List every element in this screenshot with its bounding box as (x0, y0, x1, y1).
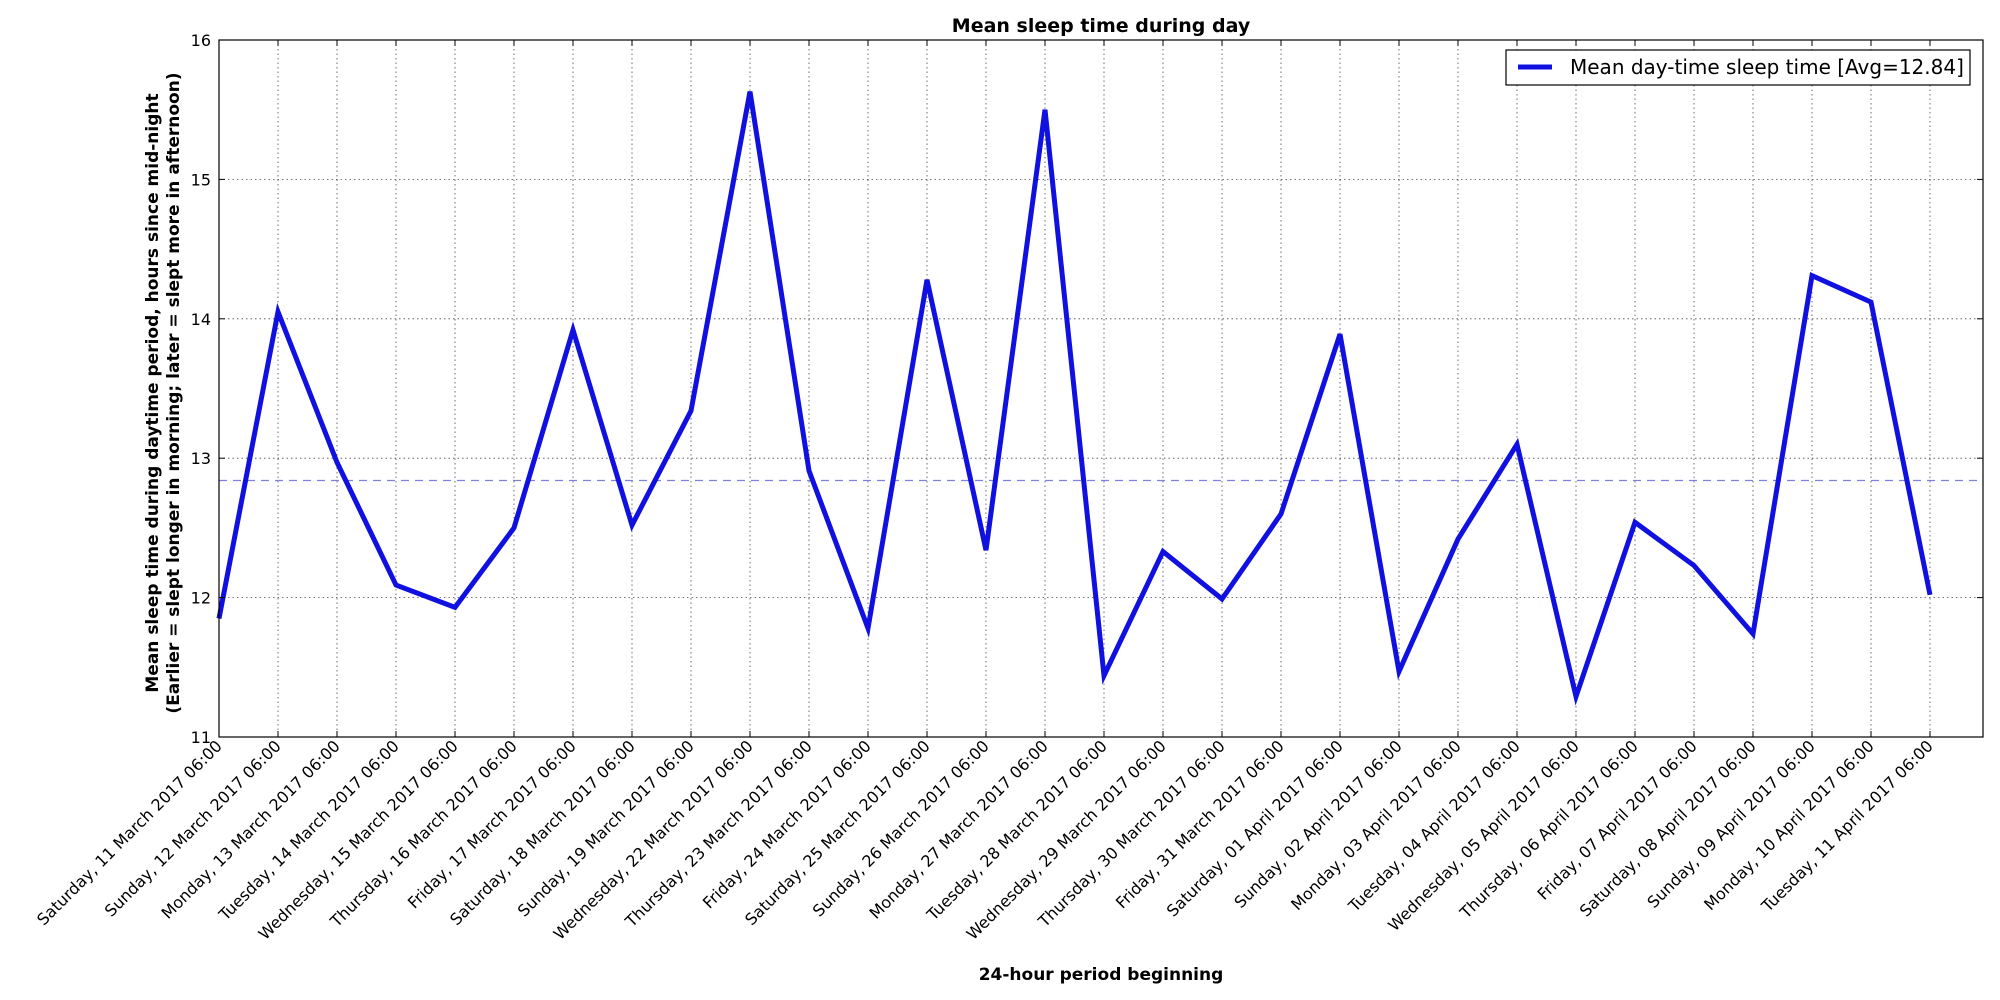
y-axis-label-line1: Mean sleep time during daytime period, h… (143, 93, 163, 692)
y-tick-label: 15 (191, 170, 211, 189)
legend-label: Mean day-time sleep time [Avg=12.84] (1570, 55, 1964, 79)
y-tick-label: 13 (191, 449, 211, 468)
y-tick-label: 16 (191, 31, 211, 50)
y-axis-label-line2: (Earlier = slept longer in morning; late… (164, 72, 184, 713)
y-tick-label: 14 (191, 310, 211, 329)
y-ticks: 11 12 13 14 15 16 (191, 31, 1983, 747)
series-line (216, 91, 1933, 706)
y-tick-label: 11 (191, 728, 211, 747)
y-tick-label: 12 (191, 589, 211, 608)
series-group (216, 91, 1933, 706)
legend-box (1505, 49, 1971, 86)
plot-frame (218, 39, 1984, 738)
x-axis-label: 24-hour period beginning (979, 965, 1224, 985)
y-axis-label: Mean sleep time during daytime period, h… (143, 72, 184, 713)
chart-title: Mean sleep time during day (952, 15, 1251, 37)
legend: Mean day-time sleep time [Avg=12.84] (1505, 49, 1971, 86)
